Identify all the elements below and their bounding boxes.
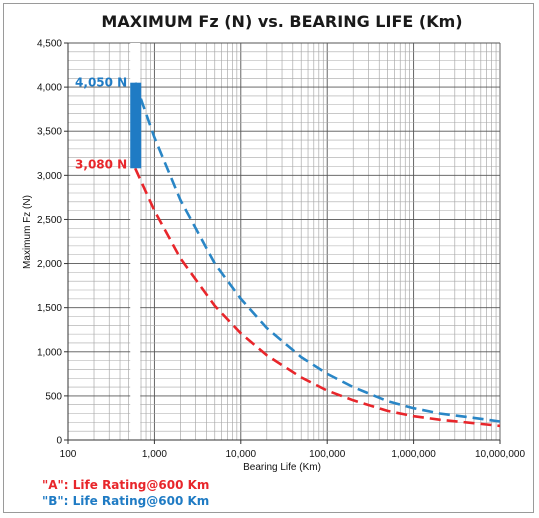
x-tick-label: 1,000,000 bbox=[391, 449, 436, 460]
x-tick-label: 10,000,000 bbox=[475, 449, 525, 460]
y-tick-label: 1,500 bbox=[37, 303, 62, 314]
legend-entry-b: "B": Life Rating@600 Km bbox=[42, 494, 209, 508]
y-tick-label: 3,500 bbox=[37, 127, 62, 138]
y-tick-label: 1,000 bbox=[37, 347, 62, 358]
highlight-band-rect bbox=[130, 43, 141, 440]
highlight-band bbox=[130, 43, 141, 440]
y-axis-label: Maximum Fz (N) bbox=[22, 195, 33, 269]
y-tick-label: 2,000 bbox=[37, 259, 62, 270]
annotation-4050: 4,050 N bbox=[75, 76, 127, 90]
x-axis-label: Bearing Life (Km) bbox=[243, 462, 321, 473]
y-tick-label: 4,000 bbox=[37, 83, 62, 94]
y-tick-label: 0 bbox=[56, 436, 62, 447]
y-tick-label: 4,500 bbox=[37, 39, 62, 50]
x-tick-label: 100,000 bbox=[309, 449, 346, 460]
x-tick-label: 10,000 bbox=[226, 449, 257, 460]
chart-frame bbox=[3, 3, 534, 513]
series-a-line bbox=[134, 167, 501, 428]
series-group bbox=[133, 82, 501, 428]
series-b-line bbox=[133, 82, 501, 423]
legend: "A": Life Rating@600 Km "B": Life Rating@… bbox=[42, 478, 209, 508]
y-tick-label: 2,500 bbox=[37, 215, 62, 226]
range-bar-group bbox=[130, 82, 142, 169]
legend-entry-a: "A": Life Rating@600 Km bbox=[42, 478, 209, 492]
chart-title: MAXIMUM Fz (N) vs. BEARING LIFE (Km) bbox=[101, 12, 462, 31]
annotations: 4,050 N 3,080 N bbox=[75, 76, 127, 172]
y-tick-label: 3,000 bbox=[37, 171, 62, 182]
annotation-3080: 3,080 N bbox=[75, 157, 127, 171]
range-bar bbox=[130, 82, 142, 169]
x-tick-label: 1,000 bbox=[142, 449, 167, 460]
x-tick-label: 100 bbox=[60, 449, 77, 460]
axes bbox=[64, 42, 501, 444]
tick-labels: 0 500 1,000 1,500 2,000 2,500 3,000 3,500 4,000 4… bbox=[37, 39, 525, 461]
y-tick-label: 500 bbox=[45, 391, 62, 402]
